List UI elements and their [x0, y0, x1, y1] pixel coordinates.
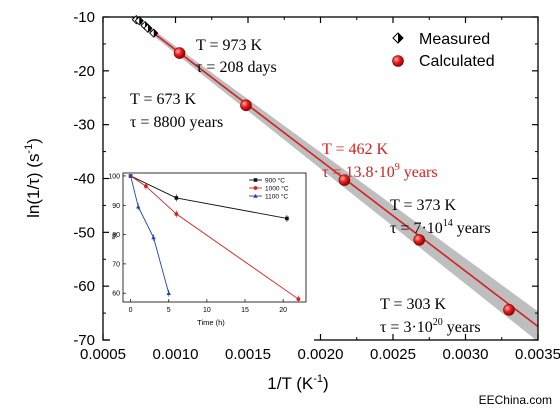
annotation-673-temp: T = 673 K: [130, 91, 197, 108]
calculated-point: [413, 234, 426, 246]
inset-marker-triangle: [128, 173, 133, 178]
inset-marker-triangle: [253, 193, 258, 198]
inset-marker-circle: [143, 184, 148, 189]
main-axis-ticks: 0.0005 0.0010 0.0015 0.0020 0.0025 0.0030 0.00…: [73, 9, 560, 363]
inset-series-line: [130, 175, 170, 294]
calculated-point: [503, 304, 515, 316]
main-data-points: [131, 15, 515, 316]
inset-legend-entry: 1100 °C: [249, 192, 288, 200]
inset-marker-square: [174, 196, 179, 200]
inset-plot-frame: [122, 172, 307, 303]
inset-chart: 0 5 10 15 20 60 70 80 90 100 Time (h) % 900 °C100…: [108, 164, 314, 342]
inset-axis-ticks: 0 5 10 15 20 60 70 80 90 100: [108, 173, 287, 314]
calculated-point: [338, 174, 351, 186]
inset-y-tick-label: 60: [112, 291, 120, 298]
x-tick-label: 0.0010: [153, 346, 199, 363]
inset-y-tick-label: 90: [112, 203, 120, 210]
confidence-band: [129, 17, 538, 340]
legend: Measured Calculated: [392, 31, 495, 70]
annotation-373-temp: T = 373 K: [390, 197, 457, 214]
inset-series-2: [128, 173, 171, 297]
x-tick-label: 0.0025: [370, 346, 416, 363]
inset-background: [110, 164, 314, 342]
fit-line: [131, 17, 538, 328]
x-tick-label: 0.0015: [225, 346, 271, 363]
inset-series-line: [130, 175, 299, 300]
annotation-973: T = 973 K τ = 208 days: [196, 37, 277, 76]
x-tick-label: 0.0020: [298, 346, 344, 363]
inset-marker-circle: [253, 186, 258, 190]
inset-y-tick-label: 100: [108, 173, 120, 180]
fit-line-path: [131, 17, 538, 328]
annotation-973-temp: T = 973 K: [196, 37, 263, 54]
y-tick-label: -20: [73, 63, 95, 80]
inset-marker-circle: [296, 297, 301, 301]
measured-point: [134, 16, 144, 26]
inset-legend-label: 1000 °C: [265, 184, 289, 192]
y-tick-label: -60: [73, 278, 95, 295]
inset-marker-triangle: [151, 235, 156, 240]
inset-marker-square: [253, 178, 258, 182]
inset-x-axis-label: Time (h): [197, 318, 225, 327]
annotation-462-tau: τ = 13.8·109 years: [322, 162, 438, 181]
inset-y-tick-label: 80: [112, 232, 120, 239]
y-tick-label: -10: [73, 9, 95, 26]
annotation-303-temp: T = 303 K: [380, 296, 447, 313]
y-axis-label: ln(1/τ) (s-1): [23, 138, 43, 218]
inset-marker-triangle: [166, 291, 171, 296]
inset-frame-rect: [122, 172, 307, 303]
annotation-673: T = 673 K τ = 8800 years: [130, 91, 223, 131]
watermark: EEChina.com: [479, 393, 552, 407]
annotation-462-temp: T = 462 K: [322, 141, 389, 158]
measured-point: [149, 28, 159, 38]
x-axis-label: 1/T (K-1): [267, 373, 328, 393]
legend-calculated-label: Calculated: [419, 53, 495, 70]
x-tick-label: 0.0005: [80, 346, 126, 363]
annotation-373-tau: τ = 7·1014 years: [390, 218, 491, 237]
confidence-band-area: [129, 17, 538, 340]
legend-measured-marker: [392, 32, 404, 44]
annotation-673-tau: τ = 8800 years: [130, 114, 223, 131]
calculated-point: [173, 47, 186, 59]
annotation-373: T = 373 K τ = 7·1014 years: [390, 197, 491, 237]
inset-marker-triangle: [136, 204, 141, 209]
inset-legend-label: 1100 °C: [265, 192, 288, 200]
inset-legend-label: 900 °C: [265, 176, 285, 184]
y-tick-label: -40: [73, 171, 95, 188]
inset-marker-square: [285, 216, 289, 221]
annotation-303-tau: τ = 3·1020 years: [380, 317, 481, 336]
inset-marker-circle: [174, 212, 179, 216]
inset-y-tick-label: 70: [112, 261, 120, 268]
inset-x-tick-label: 20: [279, 307, 287, 314]
legend-measured-label: Measured: [419, 31, 490, 48]
legend-calculated-marker: [392, 55, 404, 67]
inset-legend-entry: 1000 °C: [249, 184, 289, 192]
inset-x-tick-label: 5: [167, 307, 171, 314]
annotation-462: T = 462 K τ = 13.8·109 years: [322, 141, 438, 181]
inset-x-tick-label: 10: [203, 307, 211, 314]
y-tick-label: -70: [73, 332, 95, 349]
y-tick-label: -30: [73, 117, 95, 134]
measured-point: [143, 23, 153, 33]
annotation-973-tau: τ = 208 days: [196, 59, 277, 76]
annotation-303: T = 303 K τ = 3·1020 years: [380, 296, 481, 336]
inset-series: [128, 173, 301, 303]
inset-legend-entry: 900 °C: [249, 176, 285, 184]
inset-x-tick-label: 15: [241, 307, 249, 314]
x-tick-label: 0.0035: [515, 346, 560, 363]
inset-x-tick-label: 0: [129, 307, 133, 314]
y-tick-label: -50: [73, 224, 95, 241]
x-tick-label: 0.0030: [443, 346, 489, 363]
calculated-point: [240, 99, 252, 112]
inset-y-axis-label: %: [110, 232, 119, 239]
